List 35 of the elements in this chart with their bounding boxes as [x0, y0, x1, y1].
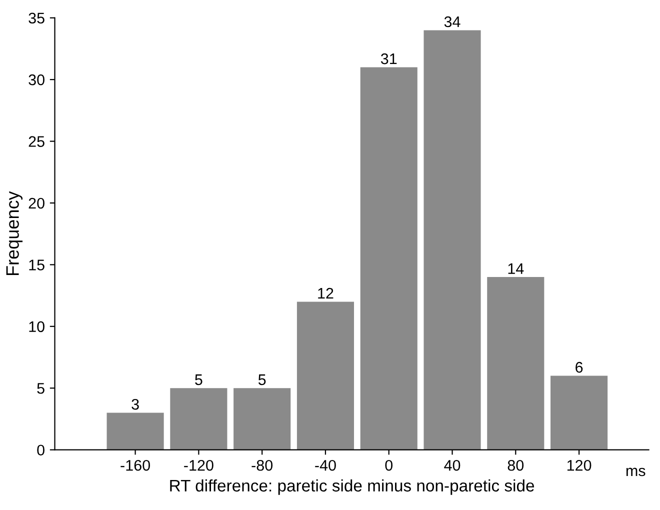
- y-axis-title: Frequency: [6, 191, 23, 276]
- bar: [296, 302, 354, 450]
- x-tick-label: -80: [252, 460, 273, 471]
- y-tick-label: 35: [28, 12, 44, 24]
- bar: [550, 376, 608, 450]
- bar: [170, 388, 228, 450]
- x-axis-title: RT difference: paretic side minus non-paretic side: [170, 479, 534, 495]
- y-tick-label: 20: [28, 198, 44, 209]
- bar: [487, 277, 544, 450]
- x-tick-label: -40: [315, 460, 336, 471]
- y-tick-label: 30: [28, 74, 44, 86]
- data-label: 6: [576, 362, 583, 373]
- bar: [234, 388, 291, 450]
- data-label: 12: [318, 288, 334, 299]
- data-label: 5: [195, 374, 202, 386]
- x-tick-label: 120: [567, 460, 592, 471]
- bar: [424, 30, 481, 450]
- x-tick-label: -160: [120, 460, 150, 471]
- data-label: 14: [508, 263, 524, 274]
- text: ms: [626, 468, 646, 476]
- data-label: 5: [258, 374, 266, 386]
- x-tick-label: -120: [184, 460, 214, 471]
- bar: [360, 67, 418, 450]
- x-tick-label: 80: [508, 460, 524, 471]
- y-tick-label: 5: [37, 383, 44, 394]
- y-tick-label: 0: [37, 444, 44, 456]
- y-tick-label: 25: [28, 136, 44, 147]
- y-tick-label: 10: [29, 321, 44, 332]
- data-label: 34: [444, 16, 460, 28]
- data-label: 31: [380, 53, 397, 64]
- data-label: 3: [132, 398, 139, 410]
- x-tick-label: 40: [444, 460, 460, 471]
- bar: [106, 412, 164, 450]
- x-tick-label: 0: [385, 460, 393, 471]
- y-tick-label: 15: [29, 260, 44, 270]
